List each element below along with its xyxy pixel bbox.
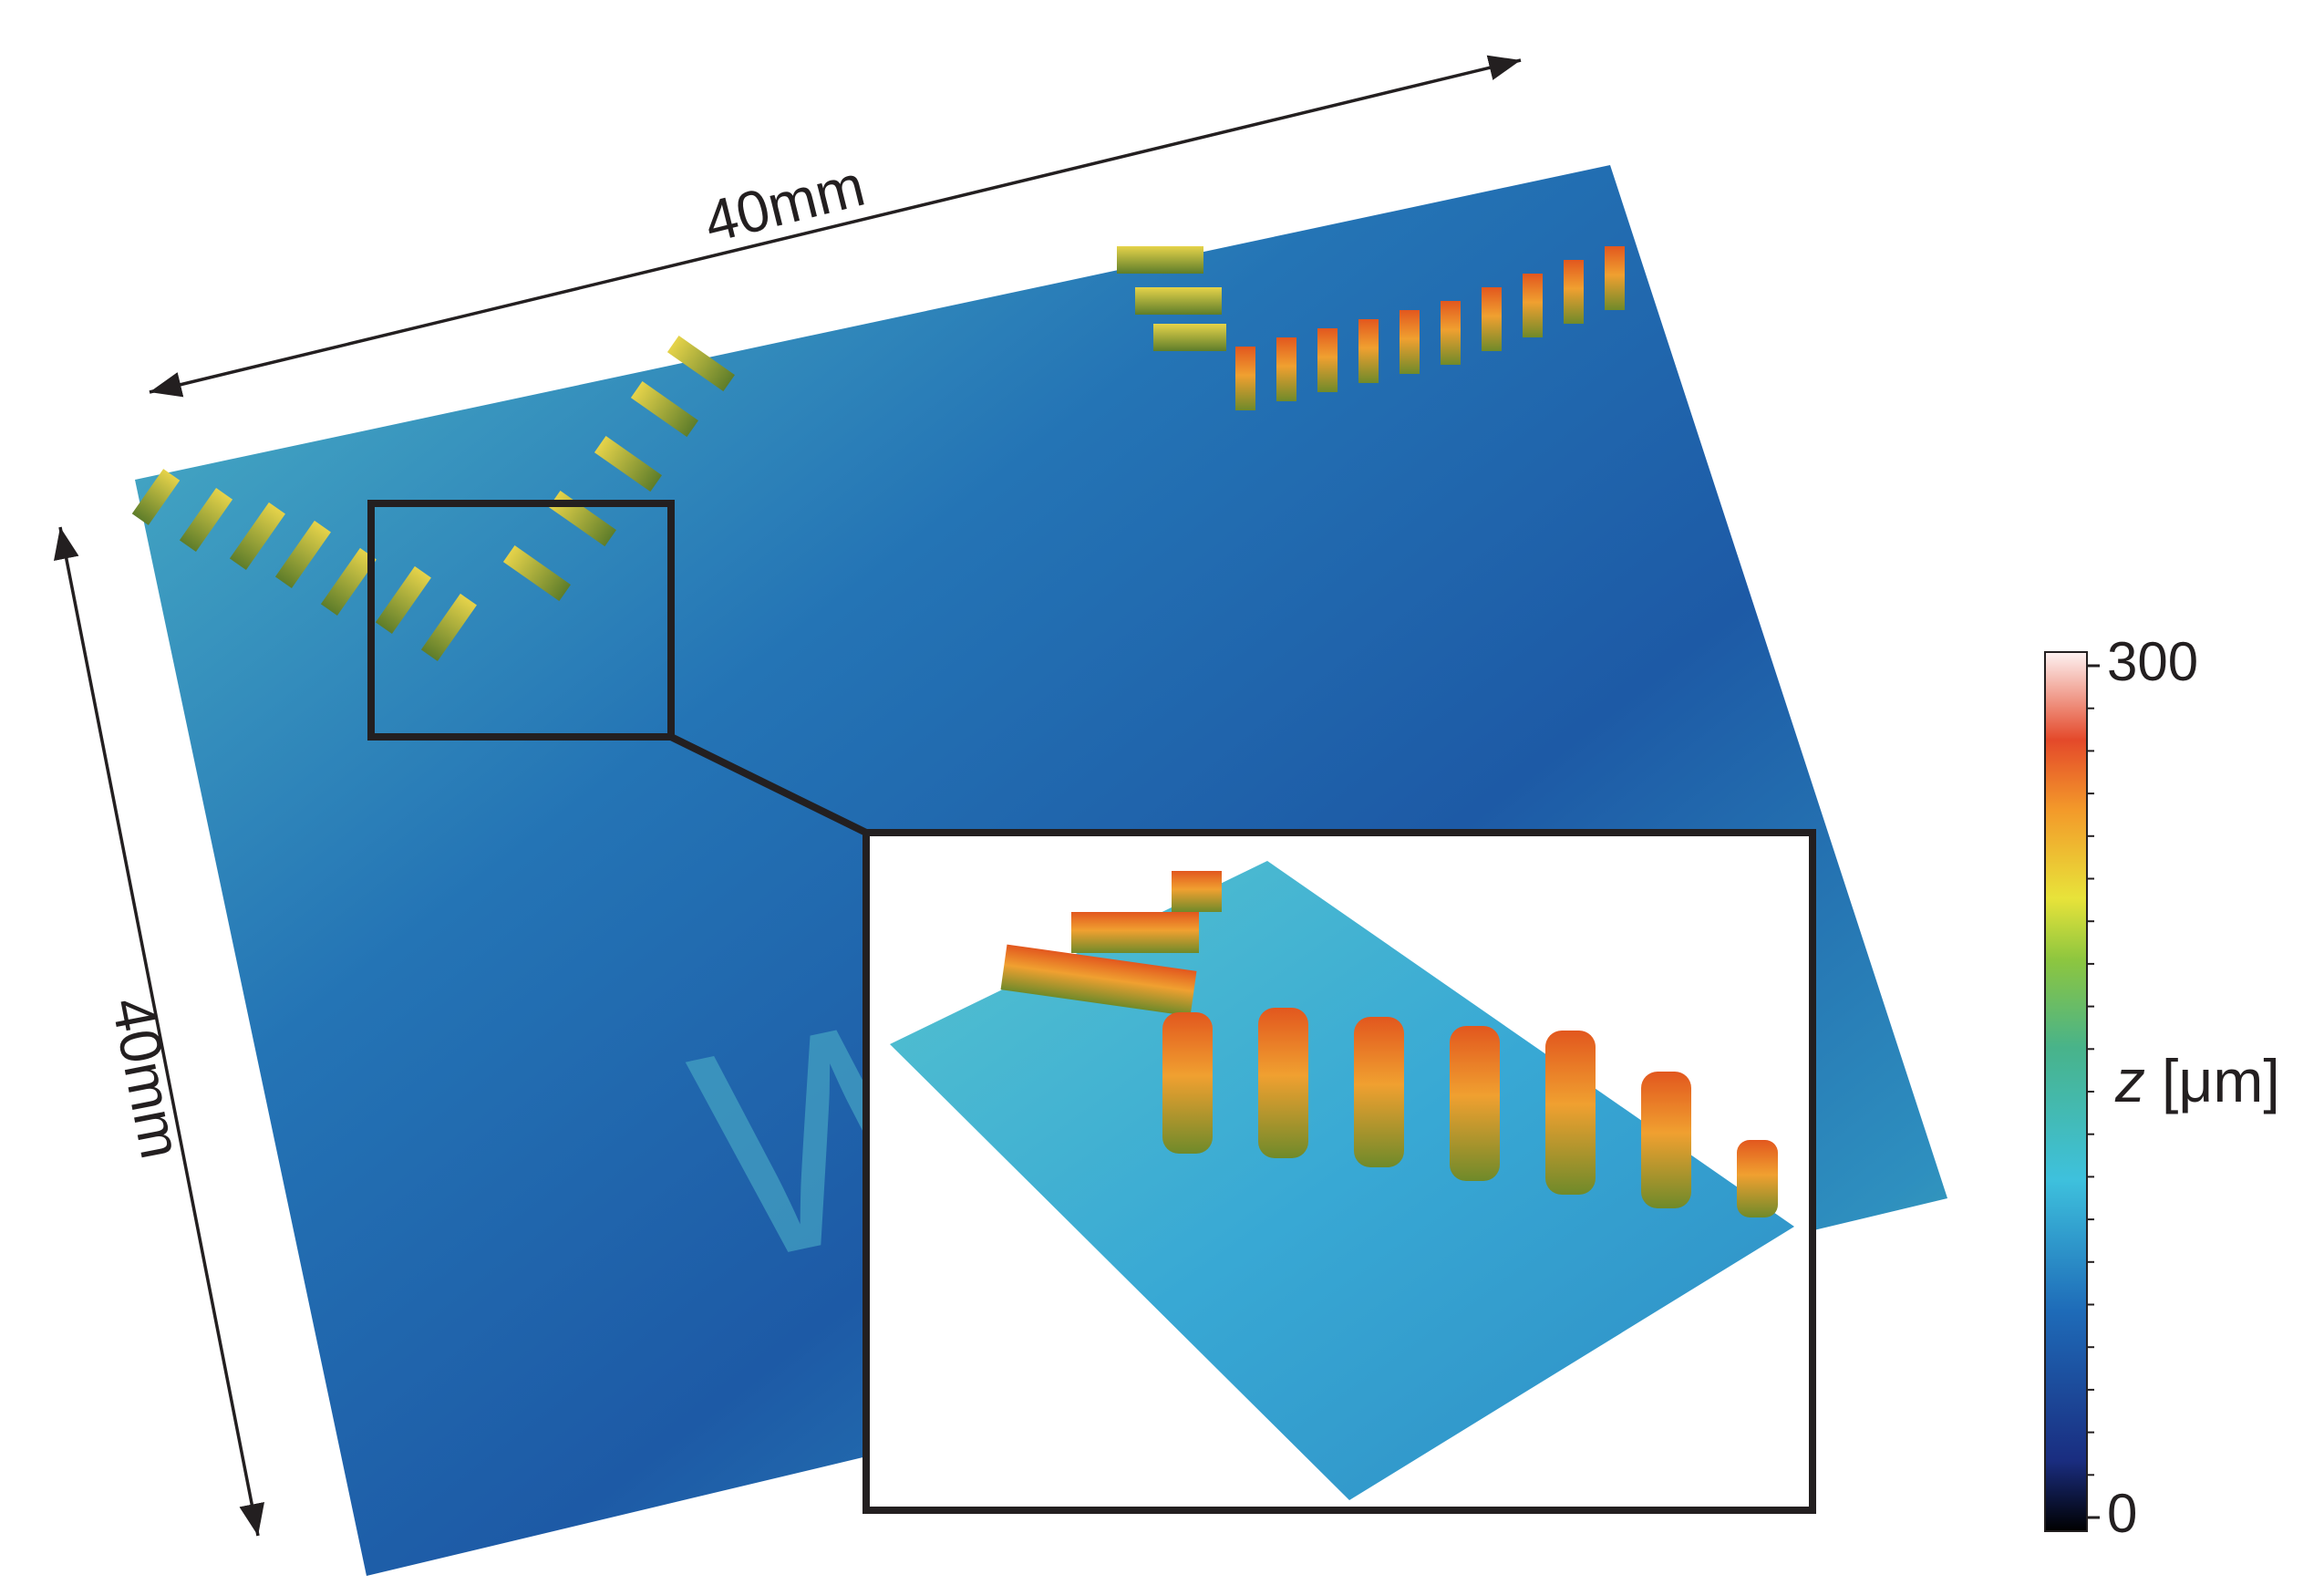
colorbar-tick-label: 300 xyxy=(2107,631,2198,692)
height-label: 40mm xyxy=(99,992,195,1164)
figure: W 40mm 40mm xyxy=(0,0,2324,1580)
colorbar-tick-label: 0 xyxy=(2107,1483,2137,1544)
colorbar xyxy=(2045,652,2087,1531)
colorbar-unit: [μm] xyxy=(2162,1047,2280,1114)
colorbar-variable: z xyxy=(2114,1047,2145,1114)
colorbar-label: z [μm] xyxy=(2114,1047,2280,1114)
